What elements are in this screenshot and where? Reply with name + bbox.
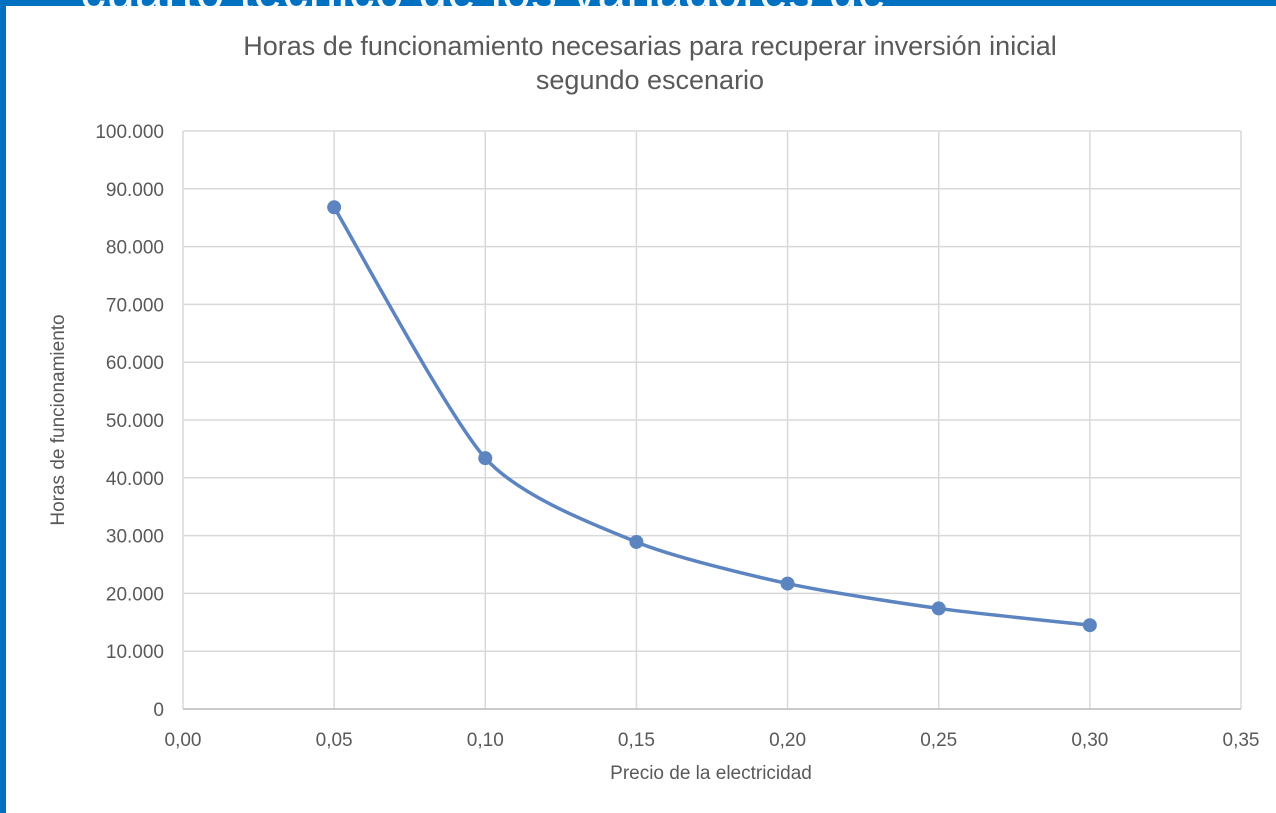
gridlines (182, 130, 1242, 710)
data-point (1082, 618, 1097, 633)
y-tick-label: 0 (153, 700, 164, 721)
y-tick-label: 100.000 (95, 122, 164, 143)
x-tick-label: 0,00 (165, 730, 202, 751)
x-tick-label: 0,15 (618, 730, 655, 751)
y-tick-label: 80.000 (106, 238, 164, 259)
y-tick-label: 40.000 (106, 469, 164, 490)
y-tick-label: 20.000 (106, 584, 164, 605)
data-point (780, 576, 795, 591)
chart-title: Horas de funcionamiento necesarias para … (243, 31, 1056, 95)
data-series (327, 200, 1097, 633)
y-axis-ticks: 0 10.000 20.000 30.000 40.000 50.000 60.000 70.… (95, 122, 164, 721)
chart-title-line: segundo escenario (536, 65, 764, 95)
data-point (629, 534, 644, 549)
y-tick-label: 50.000 (106, 411, 164, 432)
data-point (327, 200, 342, 215)
y-tick-label: 70.000 (106, 295, 164, 316)
y-axis-title: Horas de funcionamiento (48, 314, 69, 525)
data-point (478, 451, 493, 466)
x-axis-title: Precio de la electricidad (610, 763, 812, 784)
x-tick-label: 0,10 (467, 730, 504, 751)
chart-title-line: Horas de funcionamiento necesarias para … (243, 31, 1056, 61)
series-line (332, 206, 1091, 627)
chart-panel (6, 6, 1276, 813)
x-tick-label: 0,05 (316, 730, 353, 751)
x-tick-label: 0,30 (1071, 730, 1108, 751)
y-tick-label: 90.000 (106, 180, 164, 201)
data-point (931, 601, 946, 616)
x-tick-label: 0,20 (769, 730, 806, 751)
y-tick-label: 10.000 (106, 642, 164, 663)
x-tick-label: 0,25 (920, 730, 957, 751)
y-tick-label: 30.000 (106, 527, 164, 548)
x-tick-label: 0,35 (1223, 730, 1260, 751)
x-axis-ticks: 0,00 0,05 0,10 0,15 0,20 0,25 0,30 0,35 (165, 730, 1260, 751)
y-tick-label: 60.000 (106, 353, 164, 374)
